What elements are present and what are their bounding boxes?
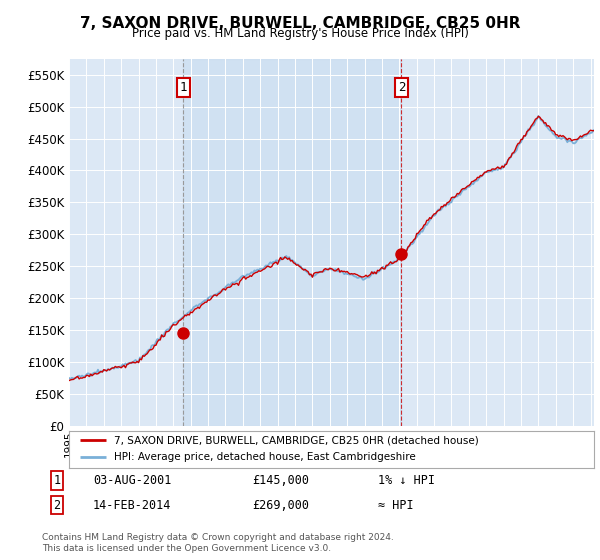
Text: 1% ↓ HPI: 1% ↓ HPI: [378, 474, 435, 487]
Text: HPI: Average price, detached house, East Cambridgeshire: HPI: Average price, detached house, East…: [113, 452, 415, 463]
Text: 7, SAXON DRIVE, BURWELL, CAMBRIDGE, CB25 0HR (detached house): 7, SAXON DRIVE, BURWELL, CAMBRIDGE, CB25…: [113, 435, 478, 445]
Text: Contains HM Land Registry data © Crown copyright and database right 2024.
This d: Contains HM Land Registry data © Crown c…: [42, 533, 394, 553]
Text: ≈ HPI: ≈ HPI: [378, 498, 413, 512]
Bar: [184, 59, 401, 426]
Text: £145,000: £145,000: [252, 474, 309, 487]
Text: 14-FEB-2014: 14-FEB-2014: [93, 498, 172, 512]
Text: 1: 1: [179, 81, 187, 94]
Text: 2: 2: [398, 81, 405, 94]
Text: 7, SAXON DRIVE, BURWELL, CAMBRIDGE, CB25 0HR: 7, SAXON DRIVE, BURWELL, CAMBRIDGE, CB25…: [80, 16, 520, 31]
Text: £269,000: £269,000: [252, 498, 309, 512]
Text: 1: 1: [53, 474, 61, 487]
Text: 2: 2: [53, 498, 61, 512]
Text: Price paid vs. HM Land Registry's House Price Index (HPI): Price paid vs. HM Land Registry's House …: [131, 27, 469, 40]
Text: 03-AUG-2001: 03-AUG-2001: [93, 474, 172, 487]
